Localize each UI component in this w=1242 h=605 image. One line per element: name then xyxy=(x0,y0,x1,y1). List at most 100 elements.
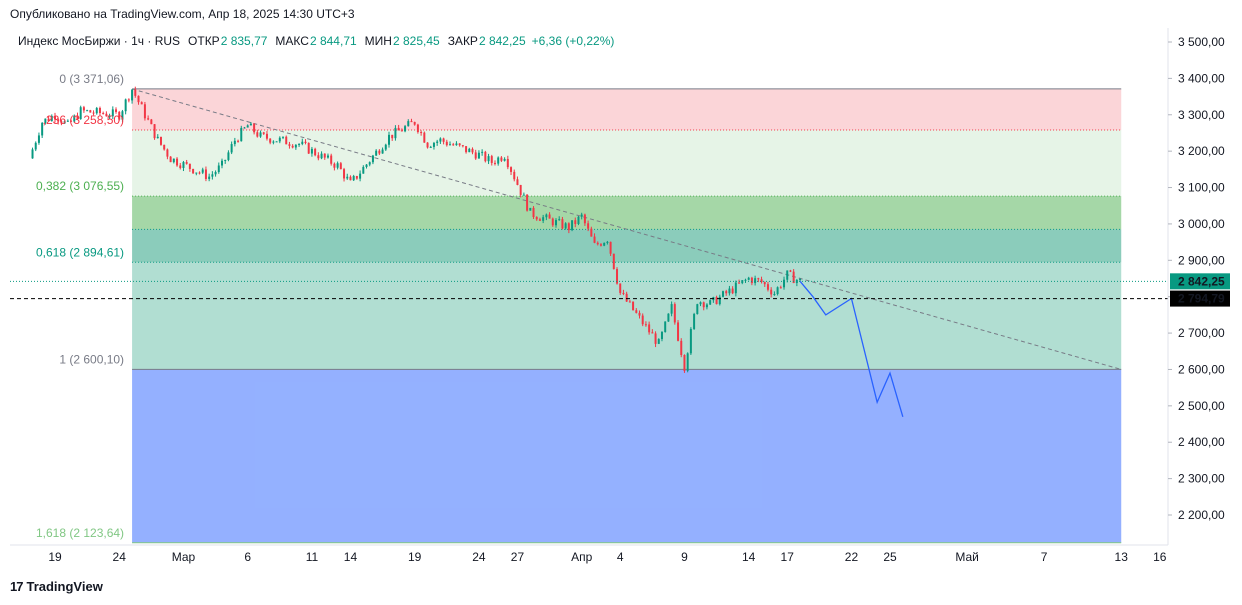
candle-body-217 xyxy=(728,288,731,294)
candle-body-14 xyxy=(76,115,79,120)
candle-body-148 xyxy=(506,158,509,168)
candle-body-231 xyxy=(773,294,776,296)
candle-body-117 xyxy=(407,121,410,127)
candle-body-203 xyxy=(683,355,686,371)
candle-body-88 xyxy=(314,148,317,156)
candle-body-137 xyxy=(471,148,474,153)
candle-body-129 xyxy=(445,141,448,146)
candle-body-187 xyxy=(632,301,635,311)
candle-body-236 xyxy=(789,270,792,272)
candle-body-202 xyxy=(680,340,683,356)
candle-body-163 xyxy=(555,220,557,226)
candle-body-21 xyxy=(98,108,101,113)
candle-body-68 xyxy=(249,123,252,126)
candle-body-122 xyxy=(423,132,426,143)
low-label: МИН xyxy=(364,34,392,48)
candle-body-115 xyxy=(400,130,403,132)
fib-label-6: 1,618 (2 123,64) xyxy=(36,526,124,540)
fib-zone-4 xyxy=(132,262,1122,370)
candle-body-20 xyxy=(95,108,98,114)
candle-body-235 xyxy=(786,270,789,280)
candle-body-99 xyxy=(349,176,352,181)
x-tick-label-10: 4 xyxy=(617,550,624,564)
candle-body-74 xyxy=(269,138,272,143)
candle-body-11 xyxy=(66,120,69,122)
x-tick-label-6: 19 xyxy=(408,550,422,564)
candle-body-195 xyxy=(657,339,660,344)
candle-body-85 xyxy=(304,141,307,143)
symbol-name[interactable]: Индекс МосБиржи · 1ч · RUS xyxy=(18,34,181,48)
candle-body-48 xyxy=(185,162,188,164)
candle-body-58 xyxy=(217,165,220,173)
x-tick-label-1: 24 xyxy=(113,550,127,564)
candle-body-218 xyxy=(731,288,734,294)
close-label: ЗАКР xyxy=(447,34,478,48)
y-tick-label-2: 3 300,00 xyxy=(1178,108,1225,122)
candle-body-50 xyxy=(192,168,195,174)
candle-body-118 xyxy=(410,121,413,123)
fib-zones xyxy=(132,88,1122,543)
candle-body-97 xyxy=(343,169,346,179)
candle-body-81 xyxy=(291,145,294,148)
candle-body-57 xyxy=(214,172,217,175)
candle-body-34 xyxy=(140,102,143,105)
candle-body-112 xyxy=(391,134,394,139)
y-tick-label-13: 2 200,00 xyxy=(1178,508,1225,522)
candle-body-142 xyxy=(487,156,490,162)
candle-body-210 xyxy=(705,304,708,308)
candle-body-56 xyxy=(211,174,214,177)
candle-body-75 xyxy=(272,141,275,143)
candle-body-125 xyxy=(432,142,435,147)
candle-body-111 xyxy=(388,134,390,145)
candle-body-101 xyxy=(355,176,358,179)
x-tick-label-11: 9 xyxy=(681,550,688,564)
candle-body-164 xyxy=(558,219,561,221)
tradingview-brand[interactable]: 17 TradingView xyxy=(10,579,103,594)
candle-body-18 xyxy=(89,110,92,113)
x-tick-label-0: 19 xyxy=(48,550,62,564)
candle-body-72 xyxy=(262,132,265,134)
fib-label-1: ,236 (3 258,50) xyxy=(43,113,124,127)
candle-body-22 xyxy=(102,112,105,114)
high-label: МАКС xyxy=(275,34,309,48)
candle-body-152 xyxy=(519,184,522,195)
close-value: 2 842,25 xyxy=(478,34,526,48)
candle-body-157 xyxy=(535,217,538,220)
candle-body-29 xyxy=(124,99,127,112)
last-price-label: 2 842,25 xyxy=(1178,274,1225,288)
candle-body-197 xyxy=(664,321,667,332)
candle-body-230 xyxy=(770,289,773,295)
candle-body-83 xyxy=(298,143,301,145)
candle-body-43 xyxy=(169,156,172,163)
candle-body-161 xyxy=(548,214,551,219)
candle-body-207 xyxy=(696,304,699,315)
candle-body-104 xyxy=(365,164,368,167)
candle-body-188 xyxy=(635,310,638,313)
x-axis: 19 24 Мар 6 11 14 19 24 27 Апр 4 9 14 17 22 25 Май 7 13 16 xyxy=(10,544,1168,564)
candle-body-124 xyxy=(429,146,432,148)
candle-body-103 xyxy=(362,166,365,174)
candle-body-214 xyxy=(718,296,721,305)
candle-body-179 xyxy=(606,241,609,243)
candle-body-12 xyxy=(70,120,73,122)
open-value: 2 835,77 xyxy=(220,34,268,48)
candle-body-169 xyxy=(574,220,577,224)
candle-body-150 xyxy=(513,171,516,180)
candle-body-51 xyxy=(195,172,198,174)
fib-zone-3 xyxy=(132,229,1122,263)
candle-body-196 xyxy=(660,331,663,340)
horizontal-level-tag xyxy=(1170,290,1230,307)
candle-body-45 xyxy=(176,158,179,166)
candle-body-120 xyxy=(416,124,419,133)
candle-body-190 xyxy=(641,315,644,325)
candle-body-121 xyxy=(420,132,423,134)
trendline-group xyxy=(131,88,1122,370)
candle-body-222 xyxy=(744,279,747,281)
candle-body-191 xyxy=(644,324,647,326)
candle-body-91 xyxy=(323,153,326,158)
candle-body-123 xyxy=(426,142,429,148)
y-tick-label-6: 2 900,00 xyxy=(1178,253,1225,267)
candle-body-176 xyxy=(596,242,599,245)
candle-body-61 xyxy=(227,152,230,160)
